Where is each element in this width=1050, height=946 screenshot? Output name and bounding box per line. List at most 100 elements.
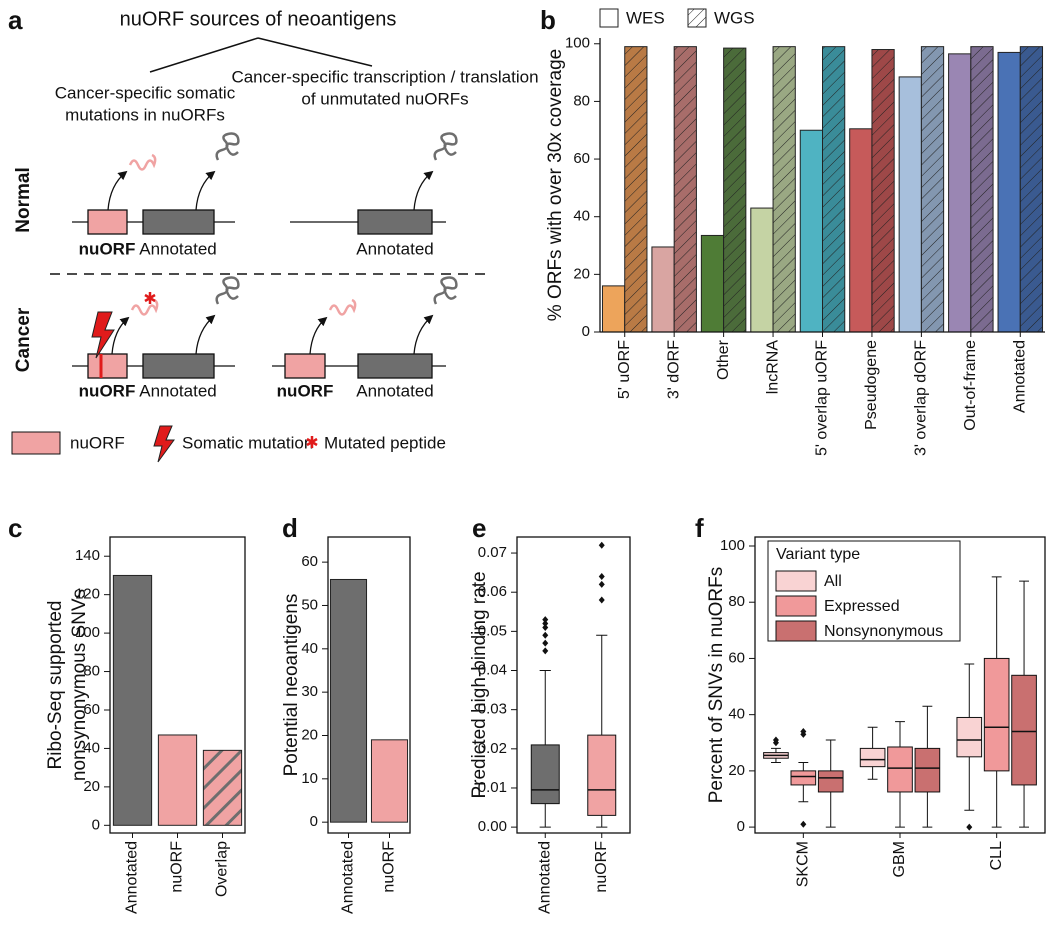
y-tick-label: 0.05 [478, 622, 507, 639]
y-tick-label: 0.01 [478, 779, 507, 796]
bar [750, 207, 774, 333]
orf-label: nuORF [79, 239, 136, 258]
outlier [542, 647, 549, 655]
y-tick-label: 40 [83, 739, 100, 756]
y-tick-label: 0.06 [478, 583, 507, 600]
outlier [542, 620, 549, 628]
y-tick-label: 40 [573, 208, 590, 225]
y-tick-label: 40 [728, 706, 745, 723]
bar [997, 51, 1021, 333]
outlier [966, 823, 973, 831]
heading: Cancer-specific transcription / translat… [231, 67, 538, 86]
x-tick-label: Annotated [1011, 340, 1028, 413]
y-axis-label: % ORFs with over 30x coverage [545, 49, 566, 321]
y-tick-label: 10 [301, 770, 318, 787]
orf-label: nuORF [277, 381, 334, 400]
diagram-title: nuORF sources of neoantigens [120, 8, 397, 30]
y-tick-label: 100 [720, 537, 745, 554]
y-tick-label: 0.02 [478, 740, 507, 757]
legend-label: Mutated peptide [324, 433, 446, 452]
orf-label: Annotated [139, 381, 217, 400]
x-tick-label: 3' overlap dORF [913, 340, 930, 456]
whisker-high [895, 721, 905, 747]
y-tick-label: 20 [573, 265, 590, 282]
y-tick-label: 120 [75, 586, 100, 603]
y-tick-label: 80 [573, 92, 590, 109]
legend-bolt [153, 425, 175, 463]
box [914, 747, 941, 793]
x-tick-label: Annotated [536, 841, 553, 914]
y-tick-label: 100 [565, 35, 590, 52]
tree-lines [149, 37, 373, 73]
panel-label: b [540, 5, 556, 35]
whisker-low [964, 756, 975, 811]
y-axis-label: Predicted high-binding rate [469, 571, 490, 798]
whisker-low [1019, 784, 1029, 828]
bar [1019, 46, 1044, 333]
heading: Cancer-specific somatic [55, 83, 236, 102]
plot-frame [327, 536, 411, 834]
whisker-high [991, 576, 1002, 659]
outlier [598, 580, 605, 588]
legend-swatch [775, 570, 817, 592]
box [956, 716, 983, 758]
legend-asterisk [306, 436, 318, 448]
x-tick-label: Out-of-frame [962, 340, 979, 431]
y-tick-label: 0 [310, 813, 318, 830]
y-axis-label: Potential neoantigens [281, 594, 302, 777]
gene-normal-mutated [72, 132, 240, 235]
bar [112, 574, 153, 826]
x-tick-label: nuORF [593, 841, 610, 893]
bar [673, 46, 697, 333]
orf-label: Annotated [356, 381, 434, 400]
legend-swatch [775, 595, 817, 617]
diagram: a nuORF sources of neoantigens Cancer-sp… [8, 5, 539, 463]
whisker-high [825, 739, 836, 771]
legend-label: Somatic mutation [182, 433, 313, 452]
x-tick-label: lncRNA [764, 340, 781, 395]
legend-swatch [599, 8, 619, 28]
outlier [542, 639, 549, 647]
bar [970, 46, 994, 333]
x-tick-label: nuORF [381, 841, 398, 893]
outlier [598, 541, 605, 549]
orf-label: Annotated [139, 239, 217, 258]
row-label: Normal [13, 167, 34, 232]
bar [723, 47, 747, 333]
whisker-high [798, 761, 809, 771]
x-tick-label: GBM [891, 841, 908, 877]
whisker-low [825, 791, 836, 828]
x-tick-label: 3' dORF [665, 340, 682, 399]
legend-swatch [687, 8, 707, 28]
outlier [542, 623, 549, 631]
bar [898, 76, 922, 333]
panel-label: f [695, 513, 704, 543]
bar [948, 53, 972, 333]
bar [601, 285, 626, 333]
bar [920, 46, 945, 333]
y-axis-label: Percent of SNVs in nuORFs [706, 567, 727, 804]
whisker-low [771, 758, 781, 763]
outlier [598, 596, 605, 604]
box [1011, 674, 1037, 786]
bar [700, 234, 725, 333]
x-tick-label: Pseudogene [863, 340, 880, 430]
x-tick-label: nuORF [169, 841, 186, 893]
y-tick-label: 0.00 [478, 818, 507, 835]
outlier [800, 728, 807, 736]
bar [651, 246, 675, 333]
y-tick-label: 100 [75, 624, 100, 641]
y-tick-label: 140 [75, 547, 100, 564]
y-tick-label: 60 [573, 150, 590, 167]
heading: mutations in nuORFs [65, 105, 225, 124]
plot-frame [109, 536, 246, 834]
x-tick-label: 5' overlap uORF [814, 340, 831, 456]
bar [329, 578, 368, 823]
bar [822, 46, 846, 333]
panel-label: c [8, 513, 22, 543]
bar [624, 46, 648, 333]
x-tick-label: Other [715, 339, 732, 380]
bar [157, 734, 198, 826]
panel-label: d [282, 513, 298, 543]
